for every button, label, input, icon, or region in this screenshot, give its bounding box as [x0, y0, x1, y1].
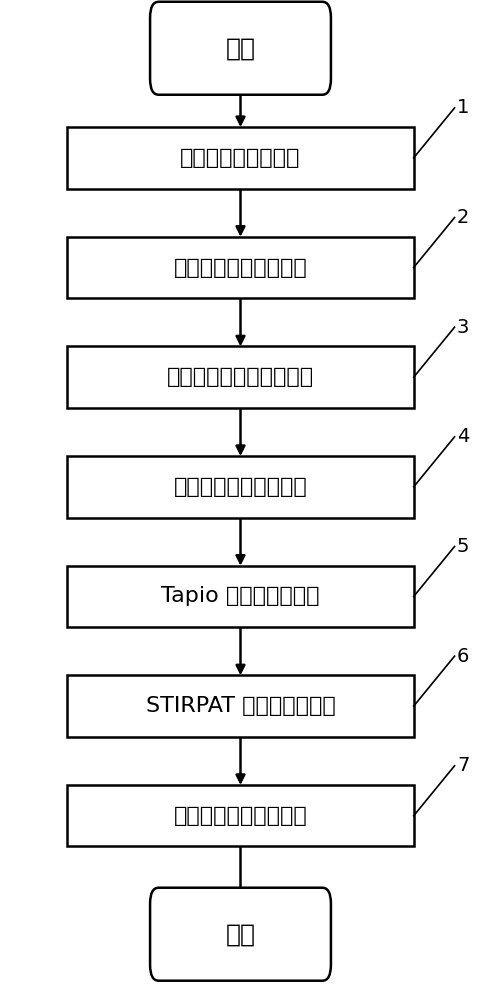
FancyBboxPatch shape — [150, 2, 330, 95]
Text: 收集碳排放相关数据: 收集碳排放相关数据 — [180, 148, 300, 168]
Text: STIRPAT 模型研究影响因: STIRPAT 模型研究影响因 — [145, 696, 335, 716]
FancyBboxPatch shape — [67, 566, 413, 627]
Text: 结束: 结束 — [225, 922, 255, 946]
Text: 2: 2 — [456, 208, 468, 227]
FancyBboxPatch shape — [150, 888, 330, 981]
Text: 7: 7 — [456, 756, 468, 775]
FancyBboxPatch shape — [67, 785, 413, 846]
Text: 排放因子法测量碳排放: 排放因子法测量碳排放 — [173, 477, 307, 497]
FancyBboxPatch shape — [67, 675, 413, 737]
Text: 6: 6 — [456, 647, 468, 666]
Text: 开始: 开始 — [225, 36, 255, 60]
Text: 3: 3 — [456, 318, 468, 337]
FancyBboxPatch shape — [67, 127, 413, 189]
Text: 构建新型城镇化水平体系: 构建新型城镇化水平体系 — [167, 367, 313, 387]
FancyBboxPatch shape — [67, 456, 413, 518]
FancyBboxPatch shape — [67, 346, 413, 408]
Text: 建立混合专家回归模型: 建立混合专家回归模型 — [173, 806, 307, 826]
FancyBboxPatch shape — [67, 237, 413, 298]
Text: 分析影响碳排放的因素: 分析影响碳排放的因素 — [173, 258, 307, 278]
Text: 4: 4 — [456, 427, 468, 446]
Text: Tapio 脱钩模型分析影: Tapio 脱钩模型分析影 — [161, 586, 319, 606]
Text: 1: 1 — [456, 98, 468, 117]
Text: 5: 5 — [456, 537, 468, 556]
